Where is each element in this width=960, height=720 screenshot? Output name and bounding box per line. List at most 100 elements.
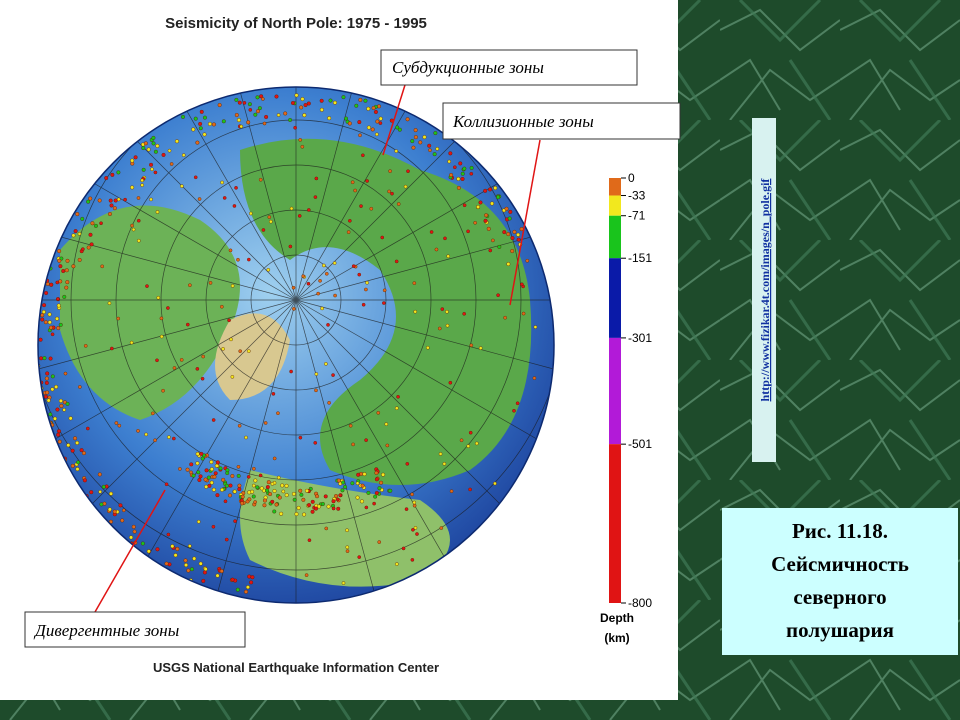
quake [289,206,294,211]
quake [276,411,280,415]
quake [55,407,60,412]
quake [229,337,233,342]
legend-tick-label: -151 [628,251,652,265]
quake [403,184,408,189]
quake [114,421,119,425]
quake [478,200,483,205]
quake [43,394,48,399]
quake [110,172,115,177]
quake [448,151,453,156]
quake [412,500,417,505]
quake [395,125,400,130]
url-link[interactable]: http://www.fizikar.4t.com/images/n_pole.… [758,178,772,402]
quake [301,497,306,502]
quake [476,204,481,209]
quake [363,98,368,103]
quake [38,337,43,342]
quake [261,97,265,101]
quake [276,113,281,117]
quake [313,195,318,199]
quake [193,175,198,180]
quake [145,284,149,288]
quake [141,146,146,151]
quake [405,117,410,122]
quake [265,488,270,493]
quake [314,506,319,511]
meridian [295,87,507,301]
quake [146,549,151,554]
quake [446,254,450,259]
quake [44,376,49,381]
quake [39,356,44,361]
quake [40,313,45,318]
quake [516,237,521,242]
quake [136,429,140,433]
quake [236,473,241,478]
quake [250,575,255,580]
quake [326,323,330,327]
quake [172,366,177,370]
quake [343,484,348,489]
quake [225,468,230,473]
quake [169,162,174,166]
meridian [295,299,507,603]
quake [306,281,311,286]
quake [427,143,432,148]
quake [319,107,324,112]
quake [63,371,68,376]
quake [357,555,362,559]
map-label: Коллизионные зоны [452,112,594,131]
caption-line: Рис. 11.18. [792,519,888,543]
quake [136,196,141,200]
quake [221,119,226,124]
quake [195,461,200,466]
quake [380,235,385,240]
quake [362,472,367,477]
quake [227,493,232,498]
quake [136,218,141,223]
quake [307,503,312,508]
quake [224,483,229,488]
quake [166,532,171,537]
quake [70,463,75,468]
quake [488,187,493,192]
quake [151,141,156,146]
quake [305,488,310,493]
quake [284,493,289,498]
quake [137,238,141,243]
quake [133,155,138,160]
quake [242,101,247,105]
quake [59,403,64,408]
quake [140,178,144,183]
quake [151,135,156,140]
quake [108,491,113,496]
quake [262,121,267,126]
pointer [509,139,541,306]
quake [82,478,87,483]
meridian [295,87,406,301]
quake [397,127,402,132]
quake [56,297,60,301]
quake [374,491,379,496]
quake [107,211,112,216]
quake [248,108,253,112]
quake [218,466,223,471]
quake [107,507,112,512]
quake [265,485,270,490]
quake [358,133,362,138]
quake [233,519,237,523]
quake [340,488,345,493]
quake [364,438,368,442]
quake [249,211,253,216]
quake [130,158,135,163]
quake [214,463,219,468]
quake [300,144,305,149]
quake [270,482,275,486]
quake [235,587,240,592]
quake [283,111,288,116]
quake [100,264,104,269]
quake [56,432,61,437]
quake [502,230,507,235]
quake [112,509,117,514]
quake [376,411,381,415]
